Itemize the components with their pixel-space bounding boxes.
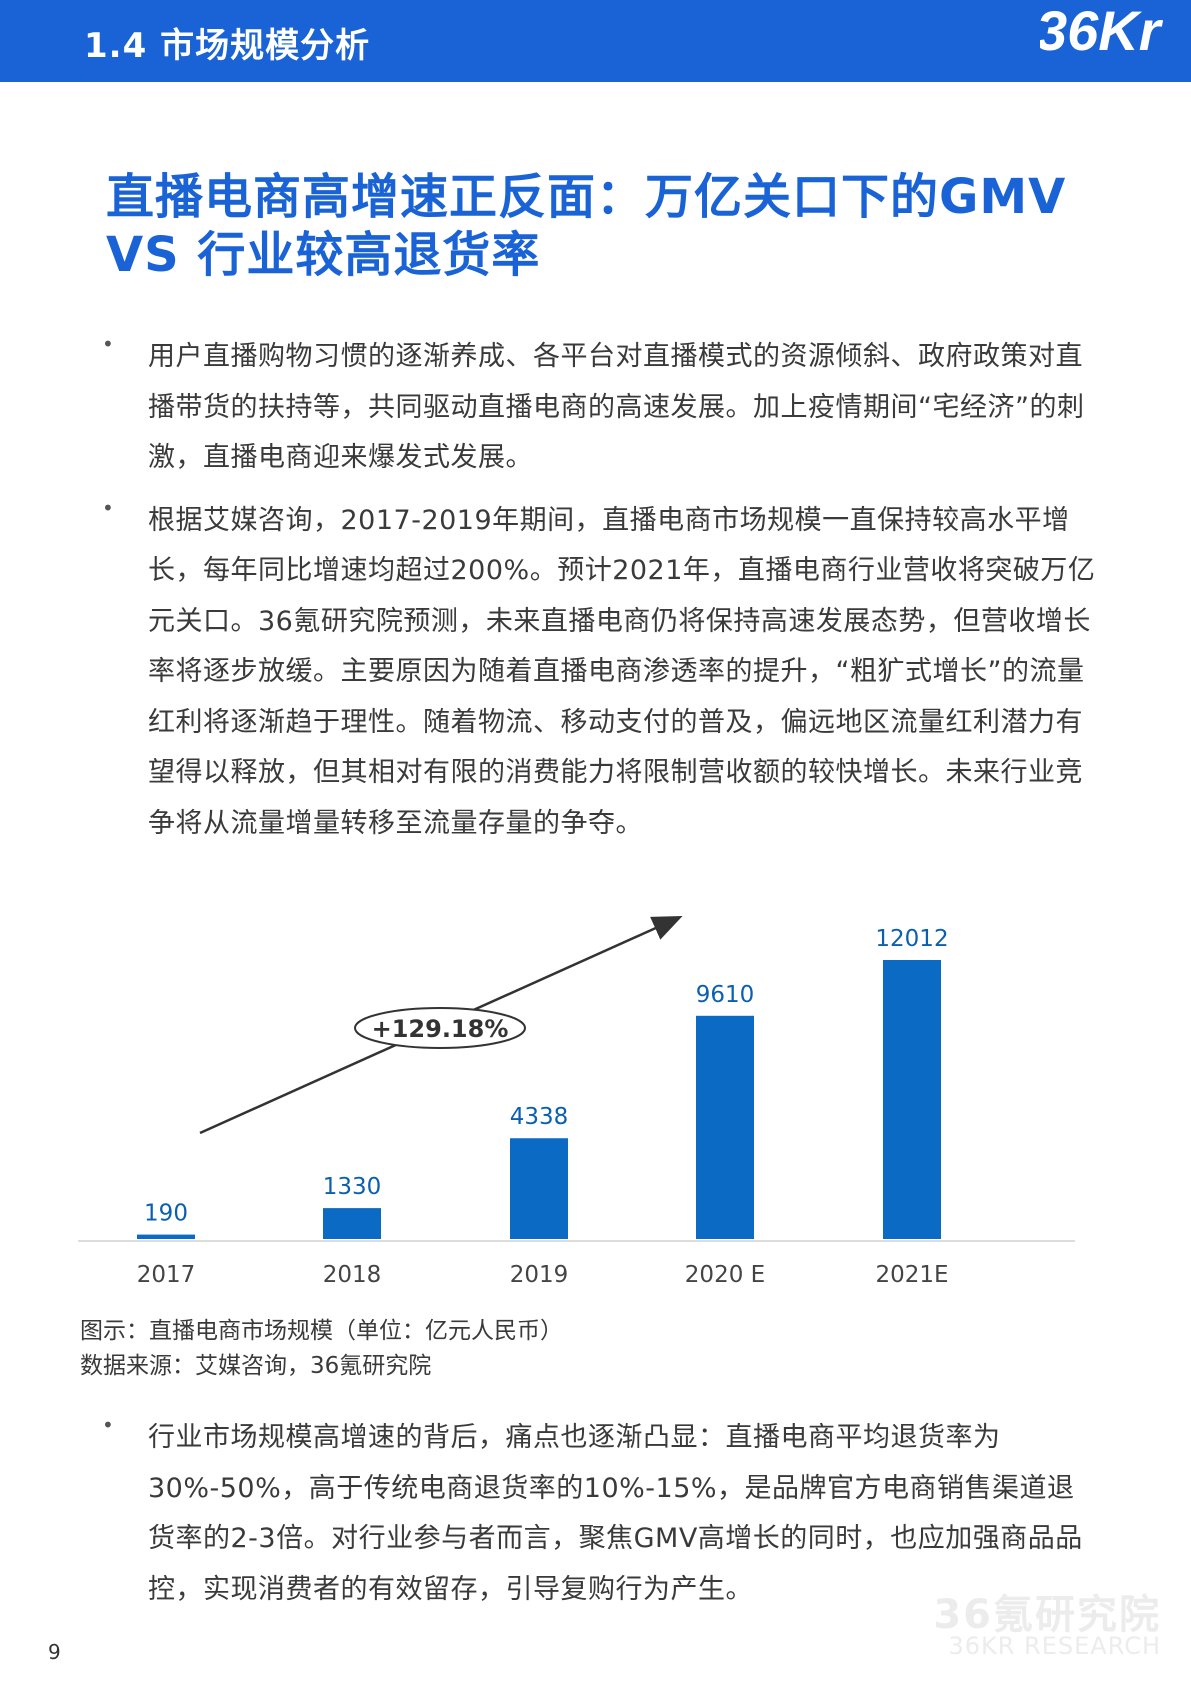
bullet-text: 行业市场规模高增速的背后，痛点也逐渐凸显：直播电商平均退货率为30%-50%，高… xyxy=(148,1422,1083,1605)
bar-2017 xyxy=(137,1234,195,1239)
page-number: 9 xyxy=(48,1640,61,1664)
bullet-item: • 根据艾媒咨询，2017-2019年期间，直播电商市场规模一直保持较高水平增长… xyxy=(100,496,1100,850)
bar-value-label: 4338 xyxy=(510,1104,569,1130)
chart-caption-title: 图示：直播电商市场规模（单位：亿元人民币） xyxy=(80,1318,563,1344)
watermark-cn: 36氪研究院 xyxy=(933,1592,1161,1638)
growth-annotation-text: +129.18% xyxy=(372,1015,509,1043)
bullet-dot-icon: • xyxy=(102,332,114,356)
page-heading: 直播电商高增速正反面：万亿关口下的GMV VS 行业较高退货率 xyxy=(106,168,1086,284)
bullet-text: 根据艾媒咨询，2017-2019年期间，直播电商市场规模一直保持较高水平增长，每… xyxy=(148,504,1096,839)
header-bar: 1.4 市场规模分析 36Kr xyxy=(0,0,1191,82)
x-axis-tick-label: 2021E xyxy=(875,1262,948,1288)
chart-bars: 190 2017 1330 2018 4338 2019 9610 2020 E 12012 20… xyxy=(137,926,949,1288)
bar-value-label: 190 xyxy=(144,1201,188,1227)
bullet-item: • 行业市场规模高增速的背后，痛点也逐渐凸显：直播电商平均退货率为30%-50%… xyxy=(100,1413,1100,1615)
market-size-bar-chart: +129.18% 190 2017 1330 2018 4338 2019 9610 2020… xyxy=(78,915,1075,1288)
bar-value-label: 12012 xyxy=(875,926,948,952)
x-axis-tick-label: 2020 E xyxy=(685,1262,765,1288)
bullet-text: 用户直播购物习惯的逐渐养成、各平台对直播模式的资源倾斜、政府政策对直播带货的扶持… xyxy=(148,341,1085,473)
bar-2021e xyxy=(883,960,941,1239)
page-heading-line1: 直播电商高增速正反面：万亿关口下的GMV xyxy=(106,169,1067,225)
brand-logo: 36Kr xyxy=(1040,0,1164,62)
page-heading-line2: VS 行业较高退货率 xyxy=(106,227,541,283)
bar-value-label: 1330 xyxy=(323,1174,382,1200)
bar-2019 xyxy=(510,1138,568,1239)
bullet-item: • 用户直播购物习惯的逐渐养成、各平台对直播模式的资源倾斜、政府政策对直播带货的… xyxy=(100,332,1100,484)
bar-value-label: 9610 xyxy=(696,982,755,1008)
watermark-en: 36KR RESEARCH xyxy=(948,1632,1161,1660)
growth-annotation-bubble xyxy=(354,1007,526,1049)
x-axis-tick-label: 2018 xyxy=(323,1262,382,1288)
section-title: 1.4 市场规模分析 xyxy=(84,26,371,66)
bullet-dot-icon: • xyxy=(102,495,114,520)
chart-caption-source: 数据来源：艾媒咨询，36氪研究院 xyxy=(80,1353,432,1379)
bullet-dot-icon: • xyxy=(102,1413,114,1437)
x-axis-tick-label: 2019 xyxy=(510,1262,569,1288)
bar-2020-e xyxy=(696,1015,754,1239)
bar-2018 xyxy=(323,1208,381,1239)
bullet-list-bottom: • 行业市场规模高增速的背后，痛点也逐渐凸显：直播电商平均退货率为30%-50%… xyxy=(100,1413,1100,1627)
bullet-list-top: • 用户直播购物习惯的逐渐养成、各平台对直播模式的资源倾斜、政府政策对直播带货的… xyxy=(100,332,1100,861)
brand-logo-text: 36Kr xyxy=(1040,0,1164,62)
x-axis-tick-label: 2017 xyxy=(137,1262,196,1288)
